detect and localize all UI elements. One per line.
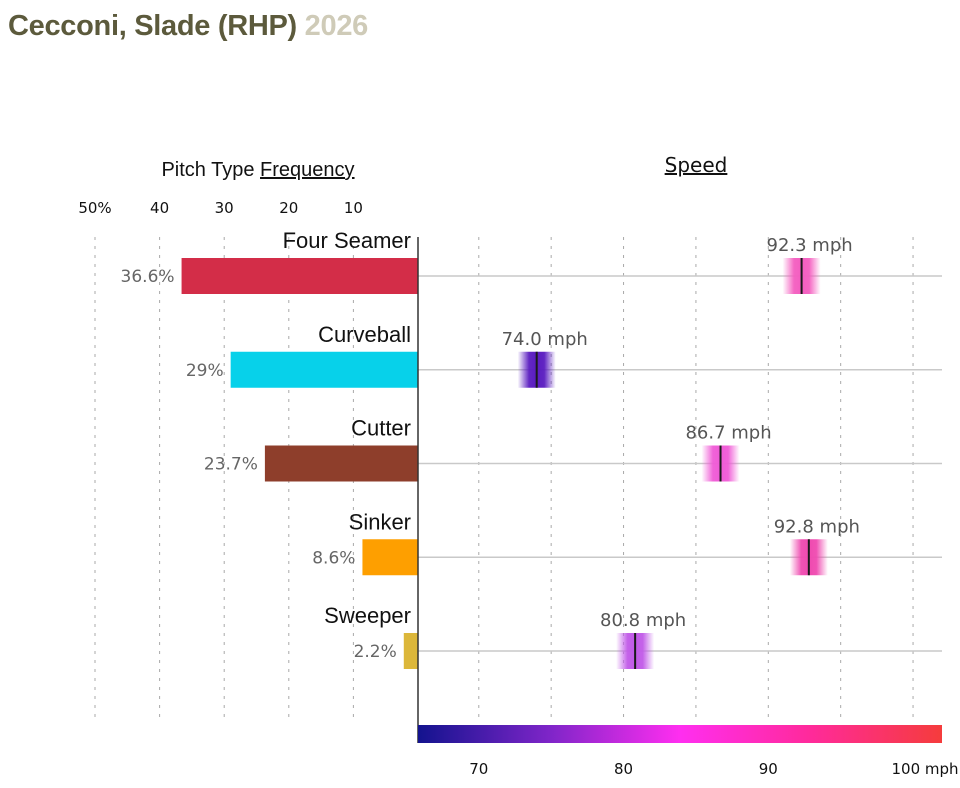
frequency-tick-label: 30 (215, 199, 234, 217)
frequency-value-label: 29% (186, 361, 224, 381)
speed-value-label: 74.0 mph (502, 329, 588, 350)
pitch-type-label: Four Seamer (283, 228, 411, 253)
pitch-type-label: Sinker (349, 509, 411, 534)
frequency-value-label: 36.6% (121, 267, 175, 287)
speed-value-label: 92.3 mph (767, 235, 853, 256)
speed-gridlines (478, 237, 914, 722)
frequency-bar (181, 258, 418, 294)
frequency-axis-ticks: 50% 40 30 20 10 (78, 199, 363, 217)
pitch-rows: Four Seamer 36.6% 92.3 mph Curveball 29% 74.0… (121, 228, 942, 669)
speed-color-scale (418, 725, 942, 743)
speed-value-label: 80.8 mph (600, 610, 686, 631)
pitch-row: Cutter 23.7% 86.7 mph (204, 416, 942, 482)
frequency-chart-title: Pitch Type Frequency (161, 159, 354, 181)
pitch-row: Curveball 29% 74.0 mph (186, 322, 942, 388)
speed-tick-label: 70 (469, 760, 488, 778)
speed-tick-label: 100 mph (892, 760, 959, 778)
frequency-value-label: 8.6% (312, 548, 355, 568)
frequency-bar (403, 633, 418, 669)
frequency-tick-label: 40 (150, 199, 169, 217)
frequency-title-prefix: Pitch Type (161, 159, 260, 181)
frequency-title-link: Frequency (260, 159, 355, 181)
pitch-type-label: Sweeper (324, 603, 411, 628)
frequency-value-label: 23.7% (204, 455, 258, 475)
pitch-row: Sinker 8.6% 92.8 mph (312, 509, 942, 576)
speed-value-label: 86.7 mph (685, 423, 771, 444)
frequency-tick-label: 50% (78, 199, 111, 217)
player-name: Cecconi, Slade (RHP) (8, 10, 297, 42)
speed-tick-label: 80 (614, 760, 633, 778)
frequency-bar (264, 445, 418, 482)
season-year: 2026 (304, 10, 369, 42)
page-title: Cecconi, Slade (RHP) 2026 (8, 10, 368, 43)
pitch-type-label: Curveball (318, 322, 411, 347)
speed-tick-label: 90 (759, 760, 778, 778)
frequency-bar (362, 539, 418, 576)
pitch-row: Four Seamer 36.6% 92.3 mph (121, 228, 942, 294)
speed-value-label: 92.8 mph (774, 516, 860, 537)
speed-axis-ticks: 70 80 90 100 mph (469, 760, 958, 778)
pitch-row: Sweeper 2.2% 80.8 mph (324, 603, 942, 669)
frequency-tick-label: 10 (344, 199, 363, 217)
speed-chart-title: Speed (665, 153, 728, 177)
frequency-bar (230, 351, 418, 388)
frequency-tick-label: 20 (279, 199, 298, 217)
frequency-value-label: 2.2% (354, 642, 397, 662)
pitch-type-label: Cutter (351, 416, 411, 441)
